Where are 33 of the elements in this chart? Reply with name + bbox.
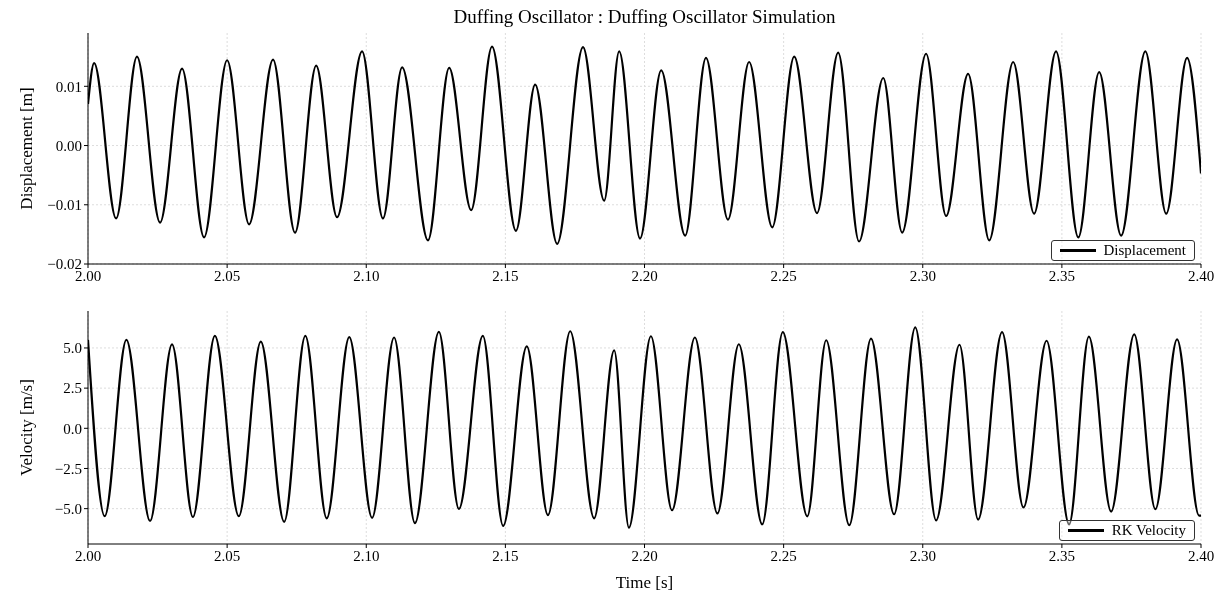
x-tick-label: 2.20 bbox=[631, 547, 658, 564]
x-tick-label: 2.15 bbox=[492, 267, 519, 284]
x-tick-label: 2.40 bbox=[1187, 267, 1215, 284]
x-tick-label: 2.30 bbox=[909, 267, 936, 284]
y-axis-title: Displacement [m] bbox=[17, 87, 37, 210]
x-tick-label: 2.40 bbox=[1187, 547, 1215, 564]
x-tick-label: 2.10 bbox=[353, 547, 380, 564]
y-tick-label: −0.01 bbox=[47, 197, 82, 214]
y-tick-label: 5.0 bbox=[63, 340, 82, 357]
x-tick-label: 2.05 bbox=[214, 267, 241, 284]
y-tick-label: −5.0 bbox=[54, 500, 82, 517]
x-tick-label: 2.35 bbox=[1048, 547, 1075, 564]
y-tick-label: 0.01 bbox=[55, 78, 82, 95]
x-tick-label: 2.25 bbox=[770, 267, 797, 284]
x-axis-title: Time [s] bbox=[615, 573, 674, 592]
legend-label: Displacement bbox=[1103, 242, 1186, 259]
x-tick-label: 2.00 bbox=[74, 547, 102, 564]
y-tick-label: 0.00 bbox=[55, 137, 82, 154]
chart-title: Duffing Oscillator : Duffing Oscillator Simulation bbox=[452, 6, 837, 28]
legend: Displacement bbox=[1050, 240, 1195, 261]
x-tick-label: 2.25 bbox=[770, 547, 797, 564]
x-tick-label: 2.05 bbox=[214, 547, 241, 564]
legend: RK Velocity bbox=[1058, 520, 1195, 541]
x-tick-label: 2.35 bbox=[1048, 267, 1075, 284]
y-tick-label: 2.5 bbox=[63, 380, 82, 397]
x-tick-label: 2.20 bbox=[631, 267, 658, 284]
x-tick-label: 2.10 bbox=[353, 267, 380, 284]
x-tick-label: 2.15 bbox=[492, 547, 519, 564]
legend-label: RK Velocity bbox=[1111, 522, 1186, 539]
y-tick-label: 0.0 bbox=[63, 420, 82, 437]
x-tick-label: 2.30 bbox=[909, 547, 936, 564]
y-axis-title: Velocity [m/s] bbox=[17, 379, 37, 476]
y-tick-label: −2.5 bbox=[54, 460, 82, 477]
